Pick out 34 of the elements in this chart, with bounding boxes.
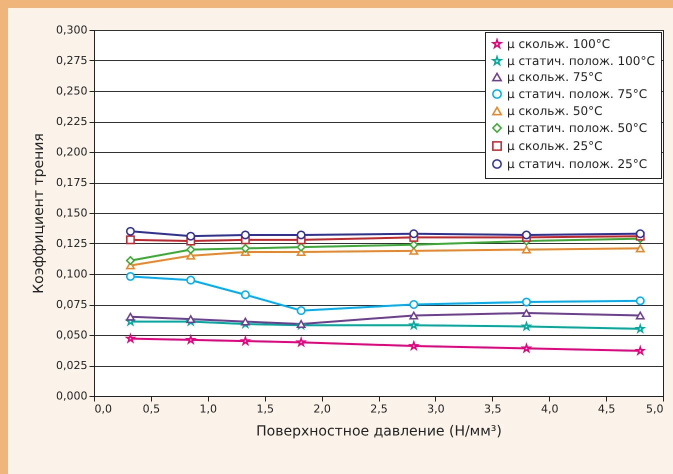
y-tick-label: 0,250 [56, 84, 88, 98]
x-tick-label: 4,0 [540, 402, 558, 416]
y-tick-label: 0,175 [56, 176, 88, 189]
y-axis-title: Коэффициент трения [31, 133, 48, 294]
y-tick-label: 0,100 [56, 268, 88, 280]
y-tick-label: 0,050 [56, 328, 88, 342]
y-tick-label: 0,125 [56, 237, 88, 250]
y-tick-label: 0,000 [56, 390, 88, 402]
x-tick-label: 3,0 [427, 402, 445, 416]
x-tick-label: 0,5 [142, 402, 160, 416]
x-tick-label: 0,0 [94, 402, 112, 416]
legend-label: μ статич. полож. 75°C [507, 87, 648, 101]
y-tick-label: 0,300 [56, 24, 88, 36]
x-tick-label: 2,5 [370, 402, 388, 416]
y-tick-label: 0,200 [56, 146, 88, 158]
legend-label: μ статич. полож. 25°C [507, 157, 648, 171]
legend-label: μ скольж. 100°C [507, 37, 610, 51]
legend-label: μ статич. полож. 50°C [507, 121, 648, 135]
y-tick-label: 0,275 [56, 54, 88, 67]
x-tick-label: 4,5 [598, 402, 616, 416]
x-axis-title: Поверхностное давление (Н/мм³) [256, 424, 502, 440]
x-tick-label: 1,0 [200, 402, 218, 416]
x-tick-label: 3,5 [484, 402, 502, 416]
legend-label: μ скольж. 50°C [507, 104, 602, 118]
legend-label: μ скольж. 25°C [507, 139, 602, 153]
x-tick-label: 1,5 [256, 402, 274, 416]
x-tick-label: 2,0 [313, 402, 331, 416]
legend-label: μ статич. полож. 100°C [507, 54, 655, 68]
y-tick-label: 0,150 [56, 206, 88, 220]
y-tick-label: 0,025 [56, 359, 88, 372]
x-tick-label: 5,0 [646, 402, 664, 416]
y-tick-label: 0,225 [56, 115, 88, 128]
legend-label: μ скольж. 75°C [507, 70, 602, 84]
y-tick-label: 0,075 [56, 298, 88, 311]
